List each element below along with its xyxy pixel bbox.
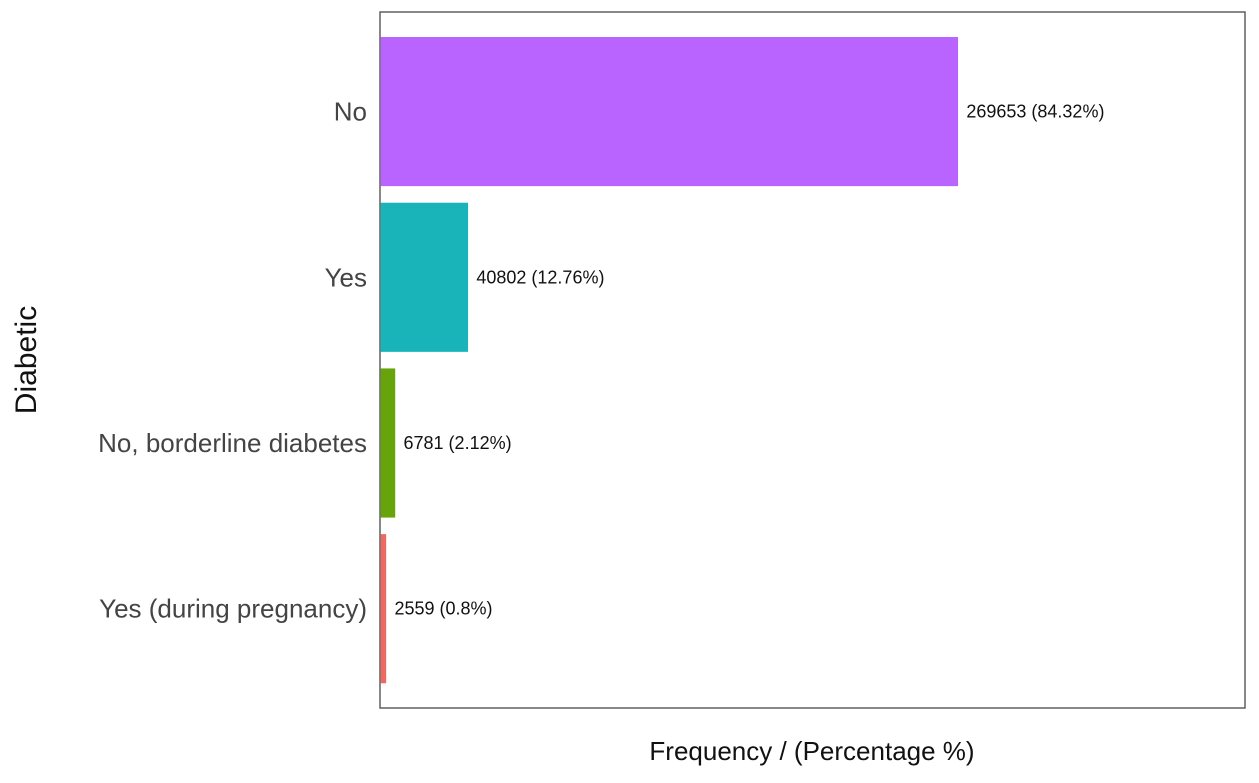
y-axis-title: Diabetic [10,306,43,414]
category-label-3: Yes (during pregnancy) [99,594,367,624]
bar-3 [380,534,387,684]
x-axis-title: Frequency / (Percentage %) [649,736,974,766]
data-label-0: 269653 (84.32%) [966,102,1104,122]
bar-2 [380,368,396,518]
bars-group [380,37,959,684]
data-label-1: 40802 (12.76%) [476,267,604,287]
data-label-3: 2559 (0.8%) [394,599,492,619]
category-labels: No Yes No, borderline diabetes Yes (during … [98,97,367,624]
data-label-2: 6781 (2.12%) [404,433,512,453]
category-label-2: No, borderline diabetes [98,428,367,458]
category-label-0: No [334,97,367,127]
bar-0 [380,37,959,187]
bar-1 [380,202,469,352]
data-labels: 269653 (84.32%) 40802 (12.76%) 6781 (2.12%… [394,102,1104,619]
category-label-1: Yes [325,262,367,292]
